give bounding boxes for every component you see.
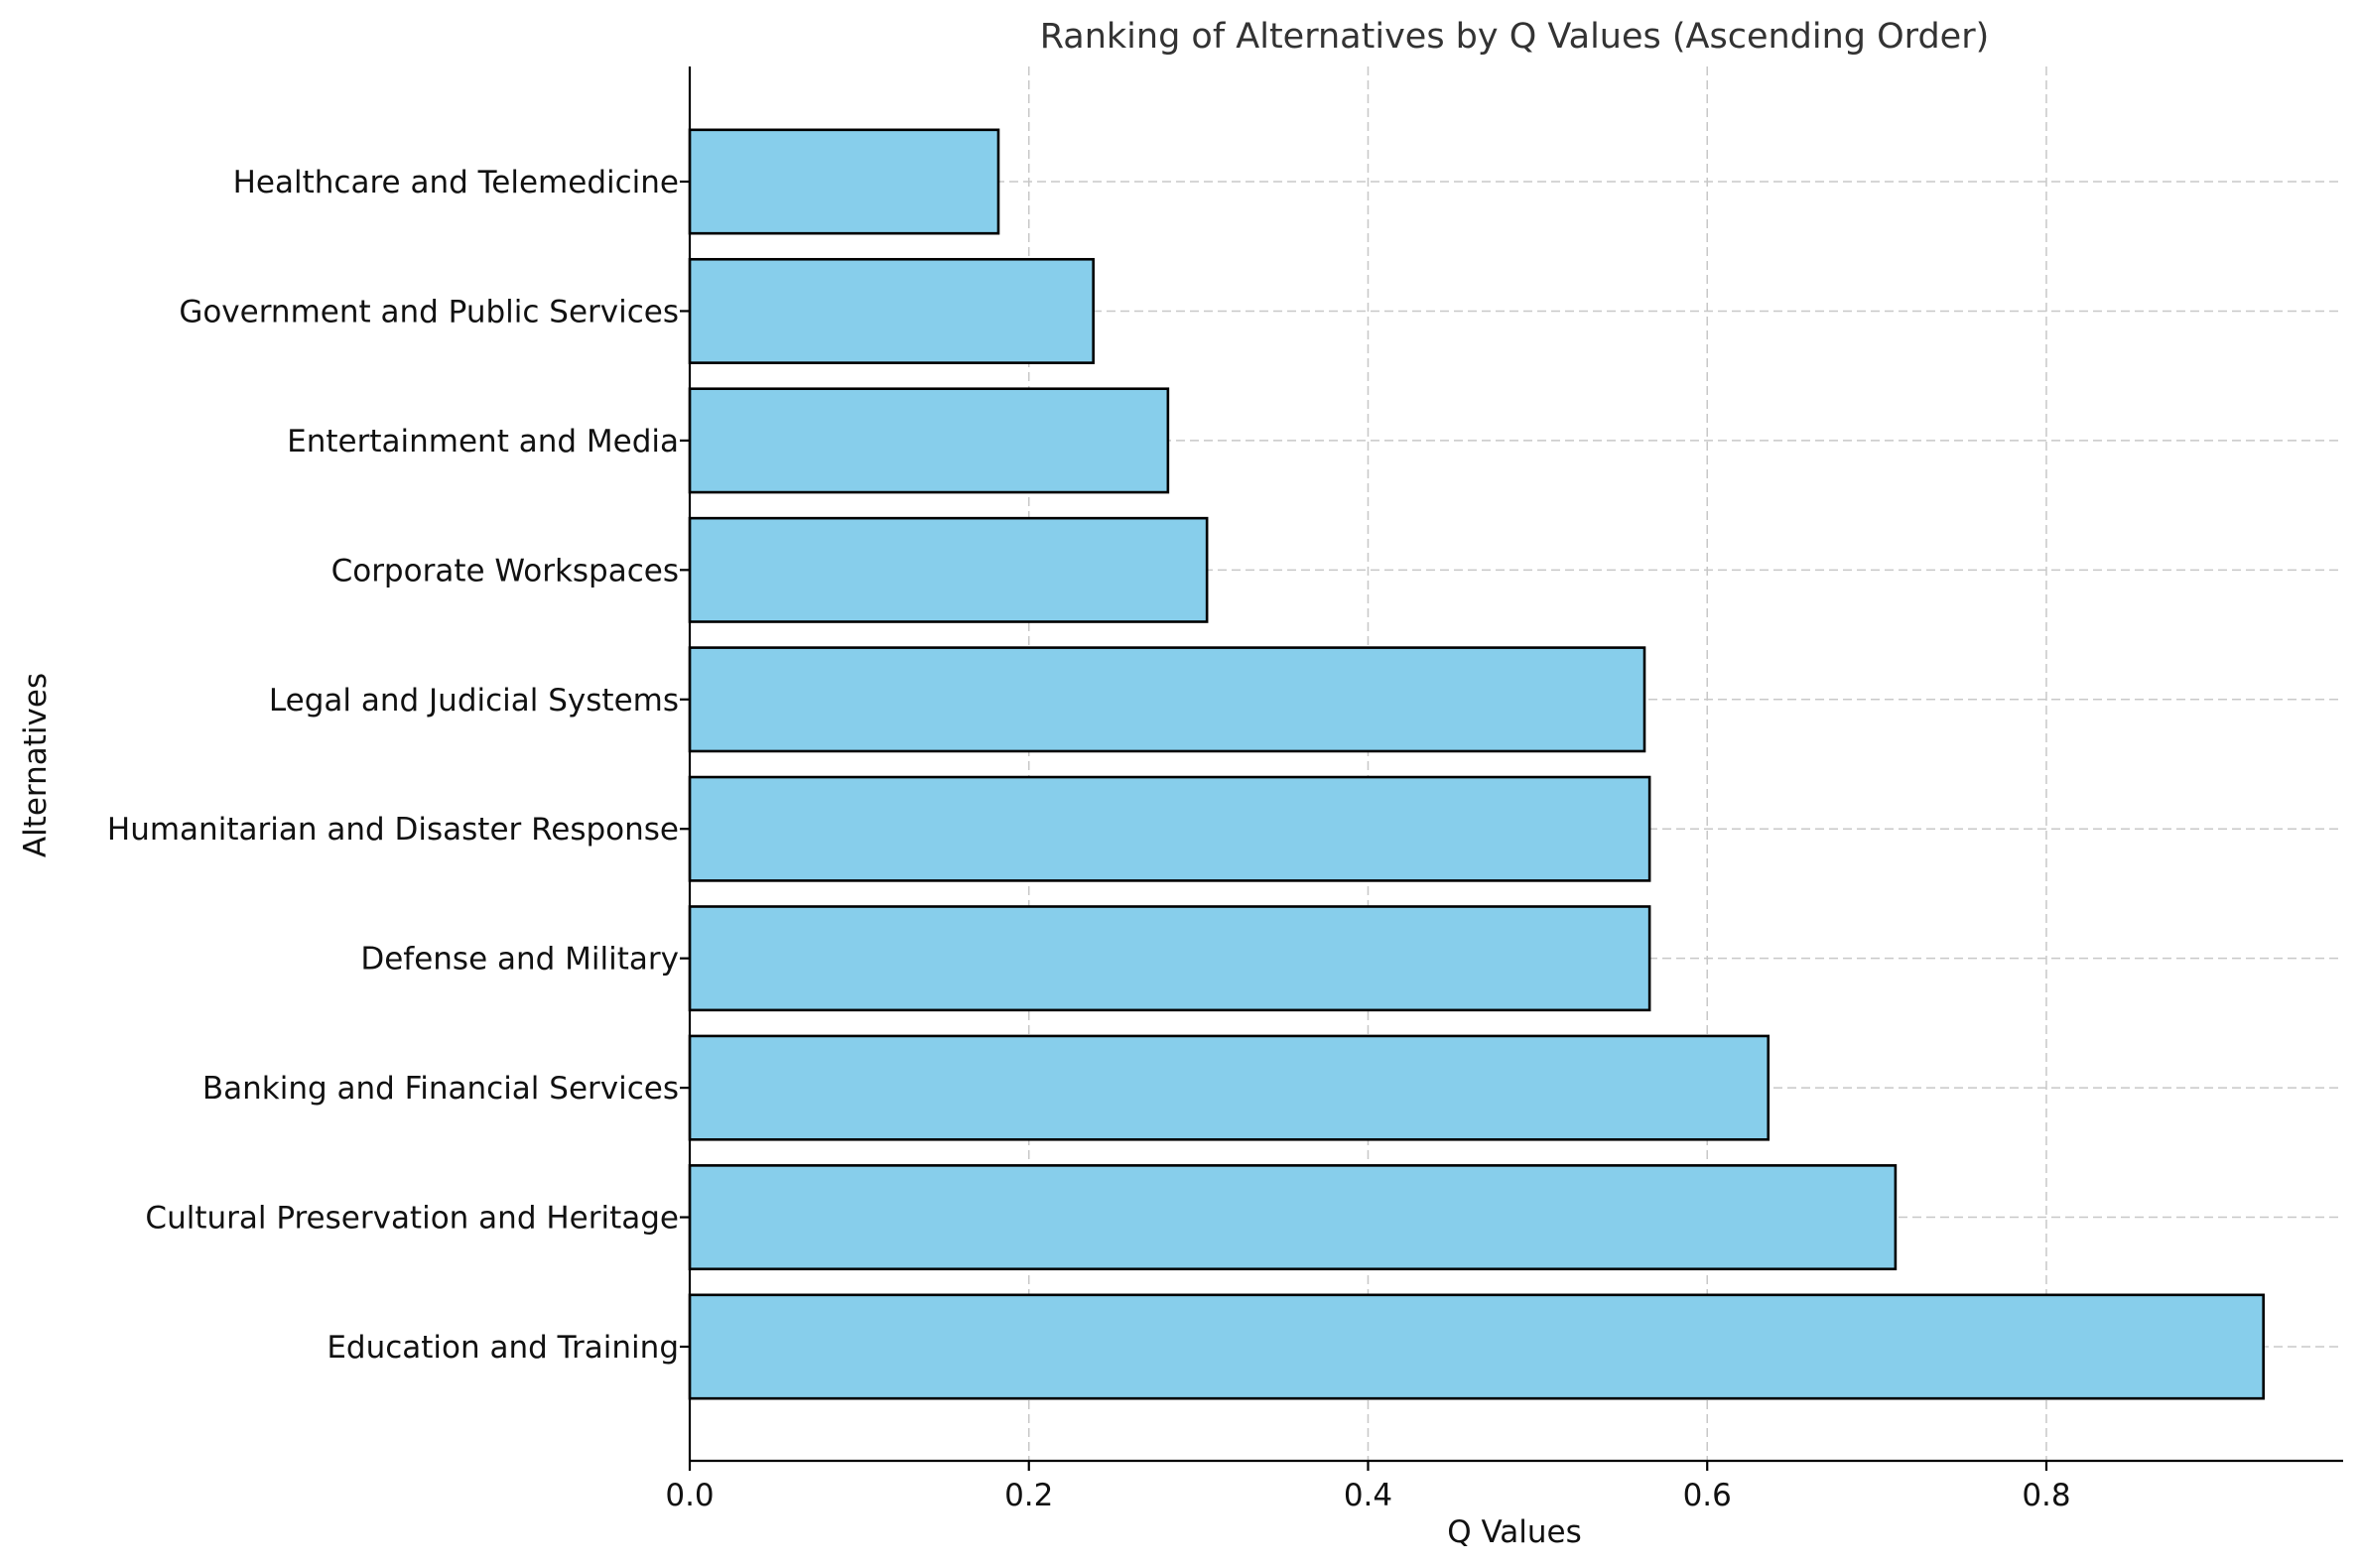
x-tick-label-0: 0.0 [665, 1478, 714, 1513]
y-axis-label: Alternatives [18, 673, 54, 857]
axes [680, 66, 2343, 1471]
y-tick-label-8: Government and Public Services [179, 294, 679, 329]
y-tick-label-7: Entertainment and Media [287, 424, 679, 459]
y-tick-label-1: Cultural Preservation and Heritage [145, 1201, 679, 1237]
y-tick-label-2: Banking and Financial Services [202, 1071, 679, 1107]
bar-7 [688, 387, 1170, 494]
bar-4 [688, 775, 1651, 882]
x-tick-label-3: 0.6 [1683, 1478, 1732, 1513]
tick-labels: 0.0 0.2 0.4 0.6 0.8 Education and Training Cul… [107, 165, 2071, 1513]
y-tick-label-6: Corporate Workspaces [331, 553, 679, 588]
y-tick-label-9: Healthcare and Telemedicine [233, 165, 679, 200]
bar-1 [688, 1164, 1898, 1271]
x-tick-label-2: 0.4 [1344, 1478, 1392, 1513]
y-tick-label-4: Humanitarian and Disaster Response [107, 812, 679, 848]
bar-8 [688, 257, 1095, 364]
chart-title: Ranking of Alternatives by Q Values (Asc… [1040, 17, 1990, 57]
bars [688, 128, 2265, 1400]
bar-3 [688, 905, 1651, 1012]
bar-2 [688, 1034, 1771, 1141]
y-tick-label-5: Legal and Judicial Systems [269, 683, 679, 719]
y-tick-label-3: Defense and Military [360, 942, 679, 978]
x-tick-label-1: 0.2 [1004, 1478, 1053, 1513]
bar-5 [688, 646, 1646, 753]
bar-0 [688, 1293, 2265, 1400]
x-tick-label-4: 0.8 [2022, 1478, 2070, 1513]
bar-6 [688, 516, 1209, 623]
bar-9 [688, 128, 1000, 235]
x-axis-label: Q Values [1447, 1514, 1582, 1550]
y-tick-label-0: Education and Training [327, 1330, 679, 1366]
